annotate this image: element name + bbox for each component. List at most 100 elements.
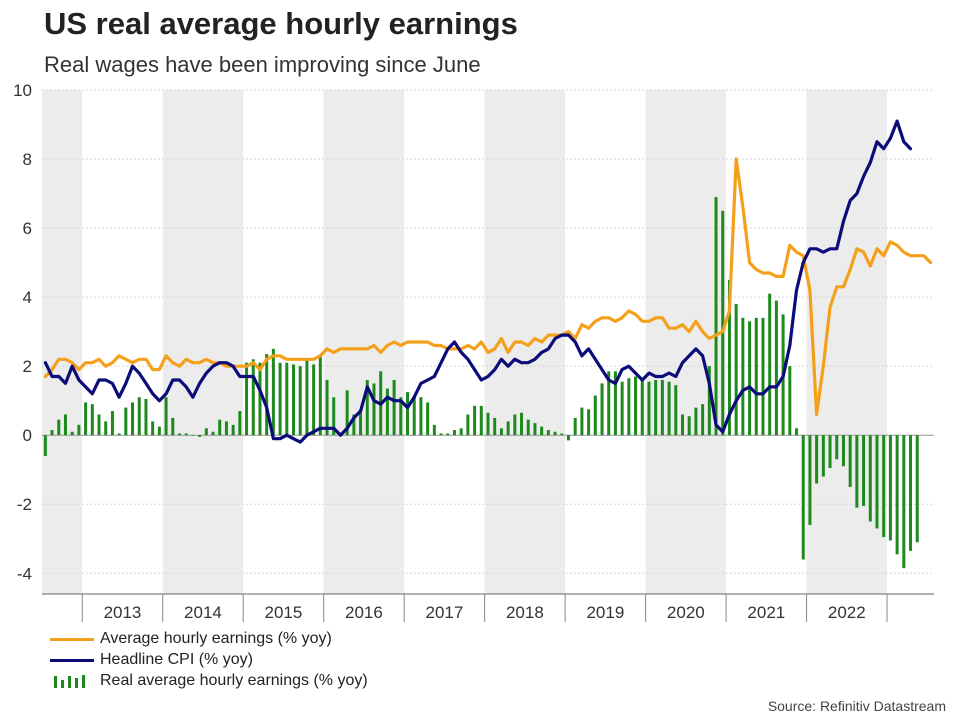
year-band — [162, 90, 244, 594]
real-earnings-bar — [526, 419, 530, 436]
real-earnings-bar — [177, 433, 181, 436]
year-label: 2020 — [667, 603, 705, 622]
real-earnings-bar — [620, 381, 624, 436]
gridlines — [42, 89, 934, 574]
real-earnings-bar — [553, 431, 557, 436]
real-earnings-bar — [734, 304, 738, 436]
real-earnings-bar — [855, 435, 859, 508]
real-earnings-bar — [419, 397, 423, 436]
year-label: 2021 — [747, 603, 785, 622]
y-tick-label: 0 — [23, 426, 32, 445]
real-earnings-bar — [654, 379, 658, 436]
year-label: 2013 — [104, 603, 142, 622]
real-earnings-bar — [520, 412, 524, 436]
real-earnings-bar — [325, 379, 329, 436]
year-label: 2017 — [425, 603, 463, 622]
real-earnings-bar — [439, 433, 443, 436]
real-earnings-bar — [224, 421, 228, 436]
chart-subtitle: Real wages have been improving since Jun… — [44, 52, 481, 77]
real-earnings-bar — [774, 300, 778, 436]
real-earnings-bar — [546, 430, 550, 436]
legend-item-ahe: Average hourly earnings (% yoy) — [50, 628, 368, 649]
real-earnings-bar — [50, 430, 54, 436]
y-axis-labels: 10 8 6 4 2 0 -2 -4 — [13, 81, 32, 583]
real-earnings-bar — [211, 431, 215, 436]
legend-item-cpi: Headline CPI (% yoy) — [50, 649, 368, 670]
legend-label-ahe: Average hourly earnings (% yoy) — [100, 629, 332, 647]
real-earnings-bar — [473, 405, 477, 436]
real-earnings-bar — [895, 435, 899, 555]
real-earnings-bar — [110, 411, 114, 436]
real-earnings-bar — [915, 435, 919, 543]
legend-label-real: Real average hourly earnings (% yoy) — [100, 671, 368, 689]
real-earnings-bar — [157, 426, 161, 436]
legend-swatch-ahe — [50, 628, 94, 650]
real-earnings-bar — [426, 402, 430, 436]
legend-swatch-real — [50, 670, 94, 692]
real-earnings-bar — [808, 435, 812, 525]
real-earnings-bar — [593, 395, 597, 436]
real-earnings-bar — [191, 435, 195, 436]
real-earnings-bar — [90, 404, 94, 436]
real-earnings-bar — [406, 392, 410, 436]
real-earnings-bar — [607, 371, 611, 436]
real-earnings-bar — [305, 359, 309, 436]
real-earnings-bar — [352, 414, 356, 436]
real-earnings-bar — [533, 423, 537, 436]
real-earnings-bar — [372, 383, 376, 436]
real-earnings-bar — [701, 404, 705, 436]
real-earnings-bar — [835, 435, 839, 460]
y-tick-label: -4 — [17, 564, 32, 583]
ahe-line — [43, 157, 933, 417]
real-earnings-bar — [841, 435, 845, 467]
year-label: 2019 — [586, 603, 624, 622]
real-earnings-bars — [43, 197, 919, 569]
real-earnings-bar — [828, 435, 832, 468]
real-earnings-bar — [365, 379, 369, 436]
real-earnings-bar — [298, 366, 302, 436]
real-earnings-bar — [754, 317, 758, 436]
real-earnings-bar — [634, 376, 638, 436]
real-earnings-bar — [788, 366, 792, 436]
real-earnings-bar — [151, 421, 155, 436]
real-earnings-bar — [714, 197, 718, 436]
real-earnings-bar — [540, 426, 544, 436]
y-tick-label: 6 — [23, 219, 32, 238]
real-earnings-bar — [258, 362, 262, 436]
real-earnings-bar — [640, 378, 644, 436]
real-earnings-bar — [479, 405, 483, 436]
real-earnings-bar — [667, 381, 671, 436]
real-earnings-bar — [573, 417, 577, 436]
legend-item-real: Real average hourly earnings (% yoy) — [50, 670, 368, 691]
real-earnings-bar — [218, 419, 222, 436]
real-earnings-bar — [909, 435, 913, 551]
real-earnings-bar — [821, 435, 825, 477]
real-earnings-bar — [204, 428, 208, 436]
real-earnings-bar — [265, 354, 269, 436]
real-earnings-bar — [137, 397, 141, 436]
real-earnings-bar — [198, 435, 202, 437]
real-earnings-bar — [888, 435, 892, 541]
real-earnings-bar — [613, 371, 617, 436]
real-earnings-bar — [392, 379, 396, 436]
real-earnings-bar — [345, 390, 349, 436]
legend-label-cpi: Headline CPI (% yoy) — [100, 650, 253, 668]
y-tick-label: 2 — [23, 357, 32, 376]
year-band — [645, 90, 727, 594]
y-tick-label: 10 — [13, 81, 32, 100]
chart-title: US real average hourly earnings — [44, 6, 518, 41]
real-earnings-bar — [647, 381, 651, 436]
real-earnings-bar — [761, 317, 765, 436]
real-earnings-bar — [312, 364, 316, 436]
real-earnings-bar — [587, 409, 591, 436]
real-earnings-bar — [506, 421, 510, 436]
real-earnings-bar — [862, 435, 866, 506]
real-earnings-bar — [43, 435, 47, 456]
real-earnings-bar — [875, 435, 879, 529]
real-earnings-bar — [459, 428, 463, 436]
year-label: 2022 — [828, 603, 866, 622]
real-earnings-bar — [882, 435, 886, 538]
real-earnings-bar — [231, 424, 235, 436]
year-band — [806, 90, 888, 594]
real-earnings-bar — [164, 397, 168, 436]
